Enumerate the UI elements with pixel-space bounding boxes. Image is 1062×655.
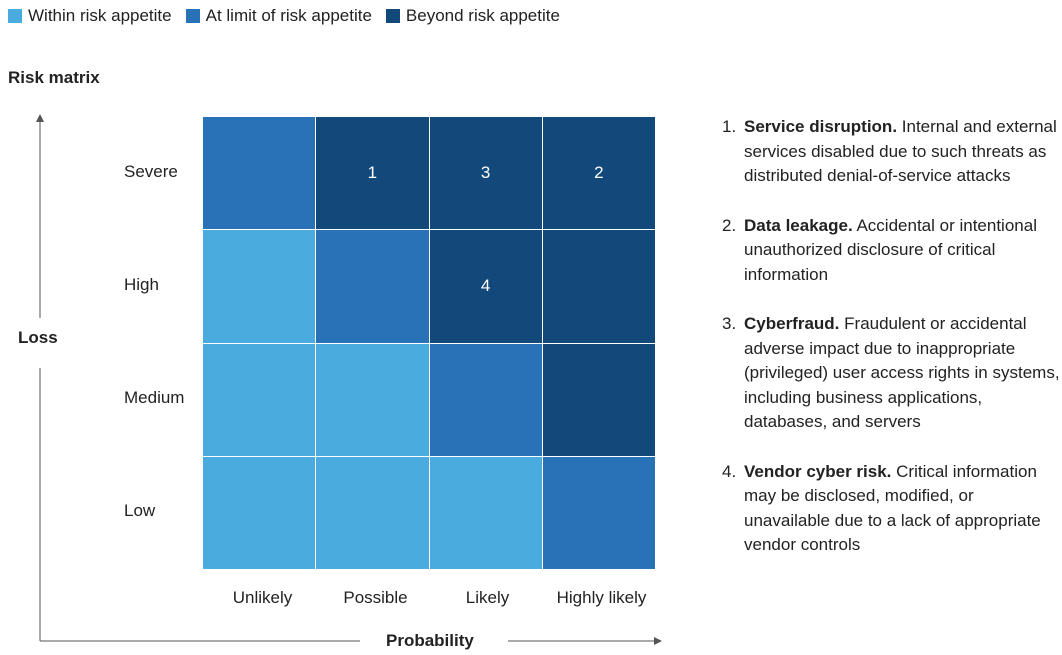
risk-description: Service disruption. Internal and externa… [744,115,1062,189]
matrix-cell-high-highly-likely [542,230,655,343]
risk-number: 4. [722,461,737,481]
risk-list: 1. Service disruption. Internal and exte… [722,115,1062,583]
risk-number: 1. [722,117,737,136]
col-label-unlikely: Unlikely [232,588,293,607]
matrix-cell-low-possible [316,456,429,569]
risk-item-4: 4. Vendor cyber risk. Critical informati… [722,460,1062,558]
row-label-high: High [124,275,159,294]
legend-item-within: Within risk appetite [8,6,172,26]
y-axis-label: Loss [18,328,58,347]
risk-item-3: 3. Cyberfraud. Fraudulent or accidental … [722,312,1062,435]
risk-item-1: 1. Service disruption. Internal and exte… [722,115,1062,189]
matrix-cell-severe-possible: 1 [316,117,429,230]
row-label-low: Low [124,501,156,520]
risk-marker-2: 2 [594,163,604,183]
risk-text: Fraudulent or accidental adverse impact … [744,314,1060,431]
risk-description: Data leakage. Accidental or intentional … [744,214,1062,288]
risk-text: Accidental or intentional unauthorized d… [744,215,1037,284]
risk-marker-4: 4 [480,276,491,296]
matrix-cell-severe-highly-likely: 2 [542,117,655,230]
risk-number: 3. [722,314,737,333]
legend-label-beyond: Beyond risk appetite [405,6,560,25]
matrix-cell-low-highly-likely [542,456,655,569]
matrix-cell-low-likely [429,456,542,569]
matrix-cell-high-possible [316,230,429,343]
risk-text: Internal and external services disabled … [744,117,1057,185]
legend-item-at-limit: At limit of risk appetite [185,6,372,26]
chart-title: Risk matrix [8,68,100,87]
legend-swatch-beyond [385,9,400,23]
matrix-cell-severe-unlikely [203,117,316,230]
risk-number: 2. [722,215,737,235]
matrix-cell-high-unlikely [203,230,316,343]
col-label-highly-likely: Highly likely [556,588,647,607]
risk-text: Critical information may be disclosed, m… [744,461,1041,555]
risk-description: Cyberfraud. Fraudulent or accidental adv… [744,312,1062,435]
legend-label-at-limit: At limit of risk appetite [205,6,372,25]
matrix-cell-severe-likely: 3 [429,117,542,230]
legend-swatch-at-limit [185,9,200,23]
x-axis-label: Probability [386,631,474,650]
risk-title: Cyberfraud. [744,314,840,333]
risk-title: Vendor cyber risk. [744,461,892,481]
matrix-cell-low-unlikely [203,456,316,569]
matrix-cell-high-likely: 4 [429,230,542,343]
row-label-medium: Medium [124,388,185,407]
risk-item-2: 2. Data leakage. Accidental or intention… [722,214,1062,288]
legend-item-beyond: Beyond risk appetite [385,6,560,26]
risk-title: Data leakage. [744,215,853,235]
col-label-possible: Possible [343,588,408,607]
risk-matrix: 1 3 2 4 [203,117,655,569]
row-label-severe: Severe [124,162,178,181]
risk-description: Vendor cyber risk. Critical information … [744,460,1062,558]
legend: Within risk appetite At limit of risk ap… [8,6,574,26]
matrix-cell-medium-likely [429,343,542,456]
legend-swatch-within [8,9,22,23]
col-label-likely: Likely [465,588,510,607]
matrix-cell-medium-possible [316,343,429,456]
matrix-cell-medium-unlikely [203,343,316,456]
matrix-cell-medium-highly-likely [542,343,655,456]
legend-label-within: Within risk appetite [28,6,172,25]
risk-marker-1: 1 [367,163,378,183]
risk-title: Service disruption. [744,117,898,136]
risk-marker-3: 3 [480,163,491,183]
